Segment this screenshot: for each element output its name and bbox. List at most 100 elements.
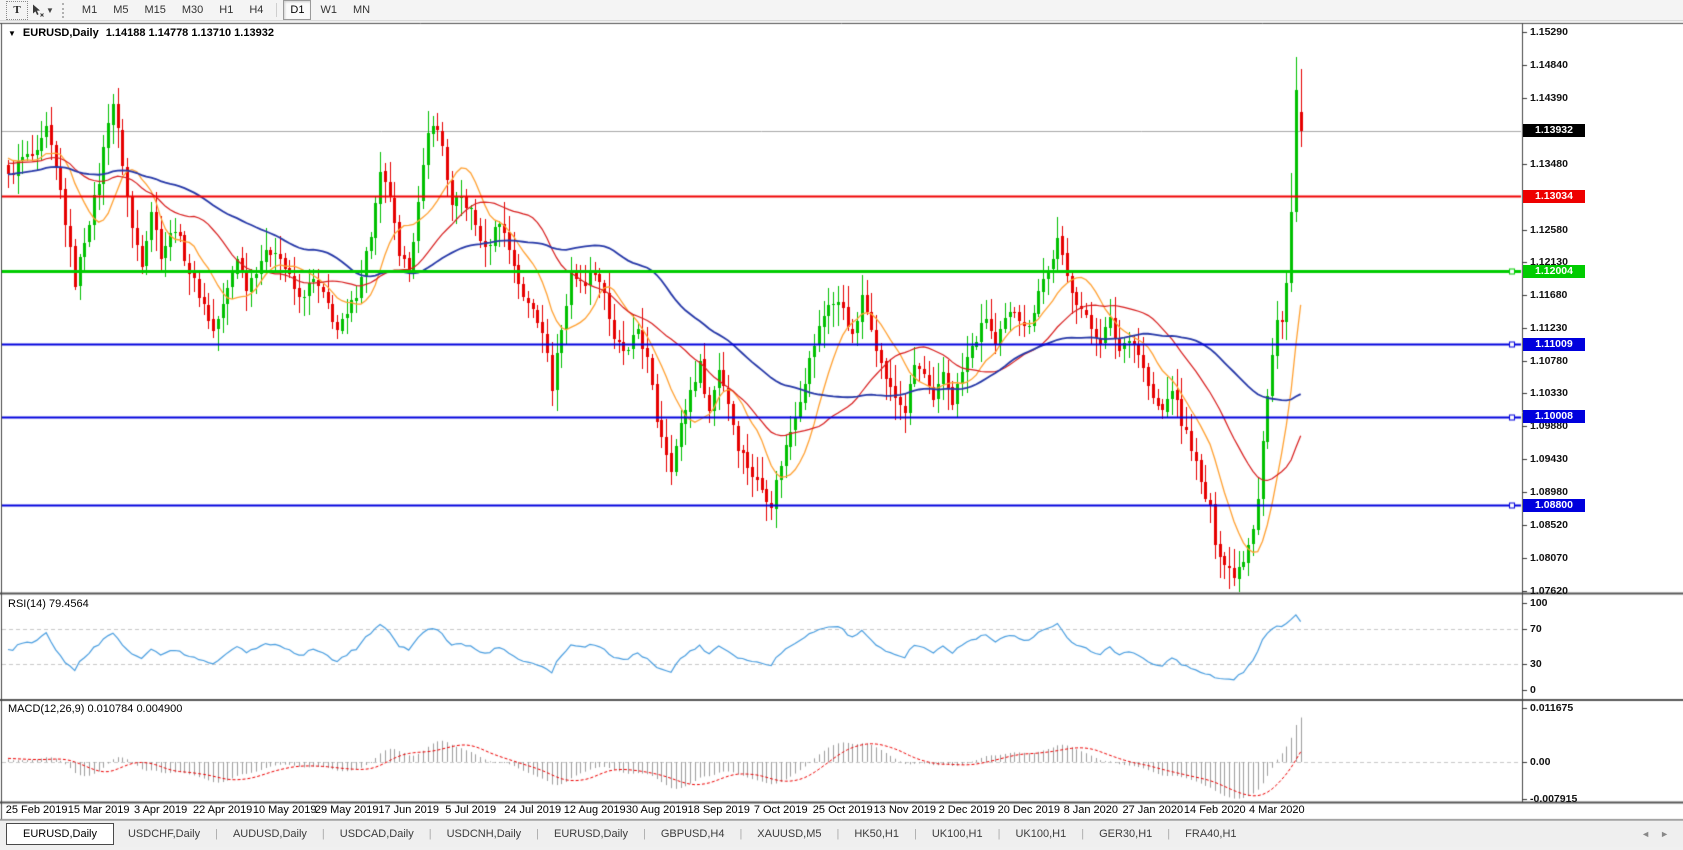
price-tick-label: 1.08980 <box>1530 485 1568 498</box>
price-tick-label: 1.11230 <box>1530 321 1568 334</box>
chart-ohlc-values: 1.14188 1.14778 1.13710 1.13932 <box>105 27 274 39</box>
tab-separator: | <box>428 828 432 840</box>
tab-separator: | <box>215 828 218 840</box>
date-tick-label: 4 Mar 2020 <box>1248 804 1305 816</box>
chart-tab-hk50-h1[interactable]: HK50,H1 <box>854 828 899 840</box>
chart-tab-fra40-h1[interactable]: FRA40,H1 <box>1185 828 1237 840</box>
rsi-scale-label: 70 <box>1530 623 1542 636</box>
timeframe-button-h4[interactable]: H4 <box>249 4 264 16</box>
date-tick-label: 3 Apr 2019 <box>134 804 188 816</box>
chart-tab-ger30-h1[interactable]: GER30,H1 <box>1099 828 1153 840</box>
tab-separator: | <box>997 828 1001 840</box>
price-tick-label: 1.07620 <box>1530 585 1568 597</box>
rsi-scale-label: 0 <box>1530 684 1536 696</box>
date-tick-label: 25 Oct 2019 <box>812 804 873 816</box>
price-tick-label: 1.13480 <box>1530 157 1568 170</box>
chart-tab-eurusd-daily[interactable]: EURUSD,Daily <box>6 823 114 845</box>
timeframe-button-group: M1 M5 M15 M30 H1 H4 D1 W1 MN <box>74 0 378 20</box>
chart-symbol-period: EURUSD,Daily <box>22 27 99 39</box>
macd-current-value: 0.010784 <box>87 703 134 715</box>
toolbar-separator <box>276 3 278 17</box>
tab-separator: | <box>1081 828 1085 840</box>
date-tick-label: 24 Jul 2019 <box>504 804 562 816</box>
arrow-cursor-icon <box>33 4 44 17</box>
date-tick-label: 12 Aug 2019 <box>563 804 626 816</box>
tab-separator: | <box>1167 828 1171 840</box>
text-tool-button[interactable]: T <box>6 0 28 20</box>
date-tick-label: 18 Sep 2019 <box>687 804 750 816</box>
cursor-tool-button[interactable]: ▼ <box>30 1 55 20</box>
date-tick-label: 10 May 2019 <box>252 804 317 816</box>
price-tick-label: 1.10330 <box>1530 387 1568 400</box>
date-tick-label: 29 May 2019 <box>314 804 379 816</box>
macd-signal-value: 0.004900 <box>136 703 183 715</box>
toolbar: T ▼ M1 M5 M15 M30 H1 H4 D1 W1 MN <box>0 0 1683 21</box>
price-badge: 1.13034 <box>1523 189 1585 203</box>
timeframe-button-d1[interactable]: D1 <box>283 0 312 20</box>
chart-tab-bar: EURUSD,Daily USDCHF,Daily | AUDUSD,Daily | US… <box>0 820 1683 847</box>
rsi-scale-label: 30 <box>1530 657 1542 670</box>
chart-tab-audusd-daily[interactable]: AUDUSD,Daily <box>232 828 307 840</box>
timeframe-button-m30[interactable]: M30 <box>181 4 204 16</box>
price-tick-label: 1.08520 <box>1530 519 1568 532</box>
price-tick-label: 1.08070 <box>1530 552 1568 565</box>
date-tick-label: 14 Feb 2020 <box>1183 804 1246 816</box>
chart-tab-usdcad-daily[interactable]: USDCAD,Daily <box>339 828 414 840</box>
price-badge: 1.12004 <box>1523 264 1585 278</box>
date-tick-label: 27 Jan 2020 <box>1122 804 1184 816</box>
price-tick-label: 1.11680 <box>1530 289 1568 302</box>
chart-title: ▼ EURUSD,Daily 1.14188 1.14778 1.13710 1… <box>8 27 274 39</box>
tab-separator: | <box>643 828 646 840</box>
date-tick-label: 7 Oct 2019 <box>753 804 808 816</box>
tab-separator: | <box>913 828 917 840</box>
timeframe-button-m15[interactable]: M15 <box>144 4 166 16</box>
macd-scale-label: 0.00 <box>1530 756 1551 768</box>
tab-separator: | <box>836 828 840 840</box>
chart-tab-uk100-h1[interactable]: UK100,H1 <box>931 828 983 840</box>
chevron-down-icon: ▼ <box>46 5 54 15</box>
tab-scroll-right-icon[interactable]: ► <box>1660 829 1669 839</box>
tab-separator: | <box>321 828 325 840</box>
timeframe-button-mn[interactable]: MN <box>352 4 371 16</box>
date-tick-label: 30 Aug 2019 <box>625 804 688 816</box>
chart-tab-eurusd-daily[interactable]: EURUSD,Daily <box>554 828 628 840</box>
tab-scroll-left-icon[interactable]: ◄ <box>1641 829 1651 839</box>
macd-scale-label: 0.011675 <box>1530 702 1574 714</box>
date-tick-label: 20 Dec 2019 <box>997 804 1060 816</box>
toolbar-grip[interactable] <box>61 2 67 18</box>
price-tick-label: 1.10780 <box>1530 354 1568 367</box>
rsi-name: RSI(14) <box>8 598 46 610</box>
date-tick-label: 13 Nov 2019 <box>873 804 936 816</box>
date-tick-label: 5 Jul 2019 <box>445 804 497 816</box>
chart-tab-usdcnh-daily[interactable]: USDCNH,Daily <box>446 828 522 840</box>
tab-separator: | <box>739 828 743 840</box>
collapse-arrow-icon[interactable]: ▼ <box>8 28 16 38</box>
date-tick-label: 8 Jan 2020 <box>1063 804 1118 816</box>
chart-tab-xauusd-m5[interactable]: XAUUSD,M5 <box>757 828 822 840</box>
rsi-indicator-label: RSI(14) 79.4564 <box>8 598 89 610</box>
price-tick-label: 1.14390 <box>1530 91 1568 104</box>
chart-tab-gbpusd-h4[interactable]: GBPUSD,H4 <box>660 828 725 840</box>
date-tick-label: 25 Feb 2019 <box>5 804 68 816</box>
chart-tabs: EURUSD,Daily USDCHF,Daily | AUDUSD,Daily | US… <box>0 821 1641 847</box>
tab-scroll-arrows: ◄ ► <box>1641 829 1683 839</box>
timeframe-button-h1[interactable]: H1 <box>219 4 234 16</box>
date-tick-label: 22 Apr 2019 <box>192 804 253 816</box>
date-tick-label: 2 Dec 2019 <box>938 804 995 816</box>
timeframe-button-m1[interactable]: M1 <box>81 4 98 16</box>
timeframe-button-w1[interactable]: W1 <box>320 4 337 16</box>
timeframe-button-m5[interactable]: M5 <box>113 4 129 16</box>
date-tick-label: 15 Mar 2019 <box>67 804 130 816</box>
price-tick-label: 1.14840 <box>1530 58 1568 71</box>
chart-tab-uk100-h1[interactable]: UK100,H1 <box>1015 828 1067 840</box>
date-tick-label: 17 Jun 2019 <box>378 804 439 816</box>
macd-name: MACD(12,26,9) <box>8 703 85 715</box>
chart-tab-usdchf-daily[interactable]: USDCHF,Daily <box>127 828 201 840</box>
macd-indicator-label: MACD(12,26,9) 0.010784 0.004900 <box>8 703 182 715</box>
price-badge: 1.08800 <box>1523 498 1585 512</box>
price-badge: 1.10008 <box>1523 410 1585 424</box>
rsi-scale-label: 100 <box>1530 597 1548 609</box>
price-tick-label: 1.12580 <box>1530 223 1568 236</box>
